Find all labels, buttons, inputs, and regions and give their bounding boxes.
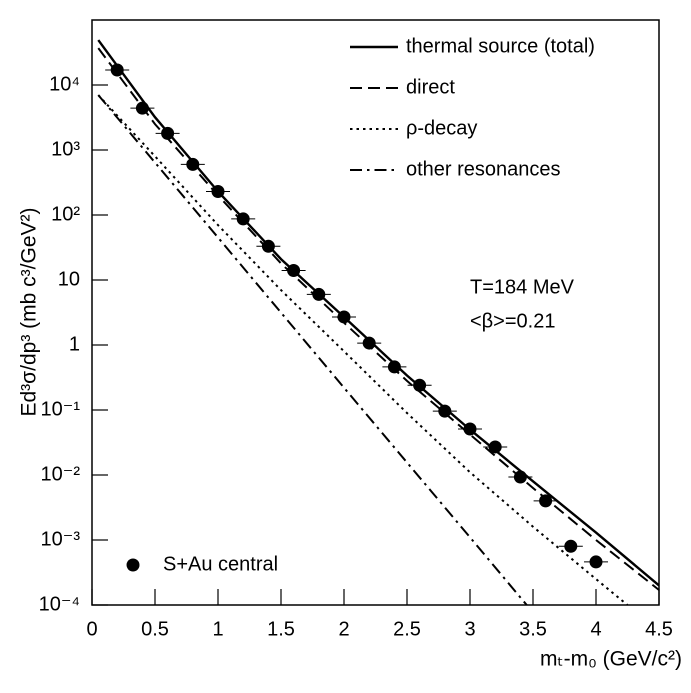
y-tick-label: 10⁻² <box>41 463 81 485</box>
x-tick-label: 1.5 <box>267 618 295 640</box>
legend-label: direct <box>406 76 455 98</box>
plot-area <box>97 39 659 605</box>
annotation: T=184 MeV <box>470 276 575 298</box>
plot-frame <box>91 19 660 606</box>
x-tick-label: 4 <box>590 618 601 640</box>
x-tick-label: 1 <box>212 618 223 640</box>
x-axis-label: mₜ-m₀ (GeV/c²) <box>540 648 682 671</box>
x-tick-label: 0.5 <box>141 618 169 640</box>
y-tick-label: 10⁻³ <box>41 528 81 550</box>
annotation: <β>=0.21 <box>470 310 555 332</box>
x-tick-label: 2.5 <box>393 618 421 640</box>
y-tick-label: 10⁴ <box>49 73 80 95</box>
y-tick-label: 10 <box>58 268 80 290</box>
legend-label: other resonances <box>406 158 561 180</box>
y-tick-label: 10² <box>51 203 80 225</box>
x-tick-label: 0 <box>86 618 97 640</box>
y-tick-label: 1 <box>69 333 80 355</box>
x-tick-label: 2 <box>338 618 349 640</box>
legend-label: thermal source (total) <box>406 35 595 57</box>
line-series <box>97 94 629 605</box>
legend-marker <box>126 558 140 572</box>
y-tick-label: 10³ <box>51 138 80 160</box>
x-tick-label: 4.5 <box>645 618 673 640</box>
x-tick-label: 3.5 <box>519 618 547 640</box>
line-series <box>97 39 659 587</box>
x-tick-label: 3 <box>464 618 475 640</box>
y-axis-label: Ed³σ/dp³ (mb c³/GeV²) <box>18 208 41 417</box>
y-tick-label: 10⁻⁴ <box>39 593 80 615</box>
legend-label: ρ-decay <box>406 117 477 139</box>
line-series <box>97 94 528 605</box>
y-tick-label: 10⁻¹ <box>41 398 81 420</box>
legend-label: S+Au central <box>163 553 278 575</box>
